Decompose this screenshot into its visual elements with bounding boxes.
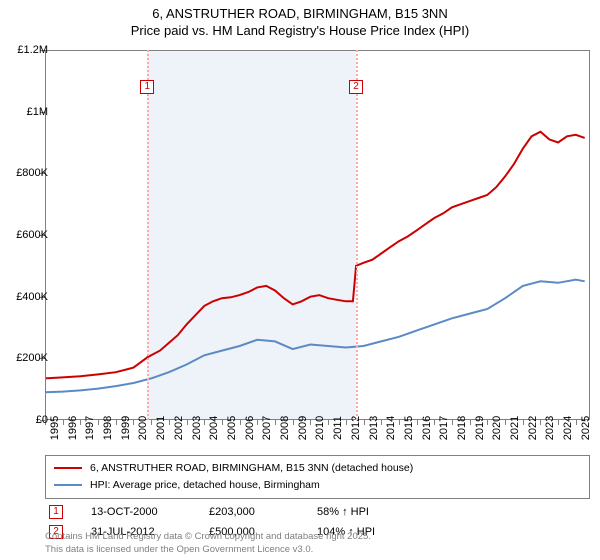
marker-line [356,50,358,420]
footer-text: Contains HM Land Registry data © Crown c… [45,531,371,556]
xtick-label: 2015 [403,416,415,440]
xtick-mark [257,420,258,425]
xtick-mark [381,420,382,425]
xtick-mark [328,420,329,425]
ytick-label: £200K [16,352,48,364]
xtick-label: 2023 [544,416,556,440]
ytick-label: £600K [16,229,48,241]
xtick-label: 1999 [120,416,132,440]
xtick-mark [151,420,152,425]
xtick-label: 2014 [385,416,397,440]
xtick-label: 2004 [208,416,220,440]
xtick-mark [187,420,188,425]
xtick-label: 2025 [580,416,592,440]
sale-pct: 58% ↑ HPI [317,506,407,518]
xtick-label: 2008 [279,416,291,440]
xtick-label: 2024 [562,416,574,440]
xtick-mark [540,420,541,425]
xtick-label: 2003 [191,416,203,440]
series-price_paid [45,132,585,379]
xtick-mark [523,420,524,425]
xtick-label: 2020 [491,416,503,440]
xtick-label: 1995 [49,416,61,440]
legend-swatch [54,484,82,486]
chart-area: 1995199619971998199920002001200220032004… [45,50,590,420]
xtick-mark [434,420,435,425]
xtick-label: 2006 [244,416,256,440]
xtick-mark [204,420,205,425]
title-block: 6, ANSTRUTHER ROAD, BIRMINGHAM, B15 3NN … [0,0,600,38]
xtick-mark [470,420,471,425]
xtick-mark [133,420,134,425]
xtick-mark [399,420,400,425]
xtick-label: 2017 [438,416,450,440]
xtick-label: 2016 [421,416,433,440]
footer-line-1: Contains HM Land Registry data © Crown c… [45,531,371,543]
xtick-label: 2007 [261,416,273,440]
footer-line-2: This data is licensed under the Open Gov… [45,544,371,556]
xtick-label: 2005 [226,416,238,440]
ytick-label: £800K [16,167,48,179]
xtick-label: 2002 [173,416,185,440]
xtick-mark [505,420,506,425]
sale-price: £203,000 [209,506,289,518]
xtick-label: 2013 [368,416,380,440]
marker-box: 2 [349,80,363,94]
title-subtitle: Price paid vs. HM Land Registry's House … [0,23,600,38]
xtick-mark [558,420,559,425]
xtick-mark [116,420,117,425]
sale-marker: 1 [49,505,63,519]
ytick-label: £0 [36,414,48,426]
title-address: 6, ANSTRUTHER ROAD, BIRMINGHAM, B15 3NN [0,6,600,21]
legend-area: 6, ANSTRUTHER ROAD, BIRMINGHAM, B15 3NN … [45,455,590,539]
xtick-mark [222,420,223,425]
xtick-label: 2021 [509,416,521,440]
legend-box: 6, ANSTRUTHER ROAD, BIRMINGHAM, B15 3NN … [45,455,590,499]
marker-line [147,50,149,420]
marker-box: 1 [140,80,154,94]
legend-row: 6, ANSTRUTHER ROAD, BIRMINGHAM, B15 3NN … [54,460,581,477]
xtick-mark [346,420,347,425]
series-svg [45,50,590,420]
chart-container: 6, ANSTRUTHER ROAD, BIRMINGHAM, B15 3NN … [0,0,600,560]
ytick-label: £1.2M [17,44,48,56]
xtick-label: 1997 [84,416,96,440]
legend-label: 6, ANSTRUTHER ROAD, BIRMINGHAM, B15 3NN … [90,460,413,477]
legend-row: HPI: Average price, detached house, Birm… [54,477,581,494]
xtick-mark [63,420,64,425]
xtick-label: 2001 [155,416,167,440]
xtick-mark [293,420,294,425]
xtick-mark [417,420,418,425]
xtick-label: 1996 [67,416,79,440]
xtick-label: 2010 [314,416,326,440]
xtick-mark [169,420,170,425]
ytick-label: £400K [16,291,48,303]
xtick-mark [310,420,311,425]
xtick-mark [452,420,453,425]
legend-label: HPI: Average price, detached house, Birm… [90,477,320,494]
xtick-label: 2009 [297,416,309,440]
sale-date: 13-OCT-2000 [91,506,181,518]
xtick-label: 2019 [474,416,486,440]
xtick-mark [275,420,276,425]
ytick-label: £1M [27,106,48,118]
xtick-label: 2018 [456,416,468,440]
xtick-mark [98,420,99,425]
sale-row: 1 13-OCT-2000 £203,000 58% ↑ HPI [45,505,590,519]
xtick-mark [240,420,241,425]
xtick-mark [487,420,488,425]
xtick-label: 1998 [102,416,114,440]
xtick-mark [80,420,81,425]
xtick-mark [364,420,365,425]
legend-swatch [54,467,82,469]
xtick-mark [576,420,577,425]
xtick-label: 2011 [332,416,344,440]
xtick-label: 2022 [527,416,539,440]
